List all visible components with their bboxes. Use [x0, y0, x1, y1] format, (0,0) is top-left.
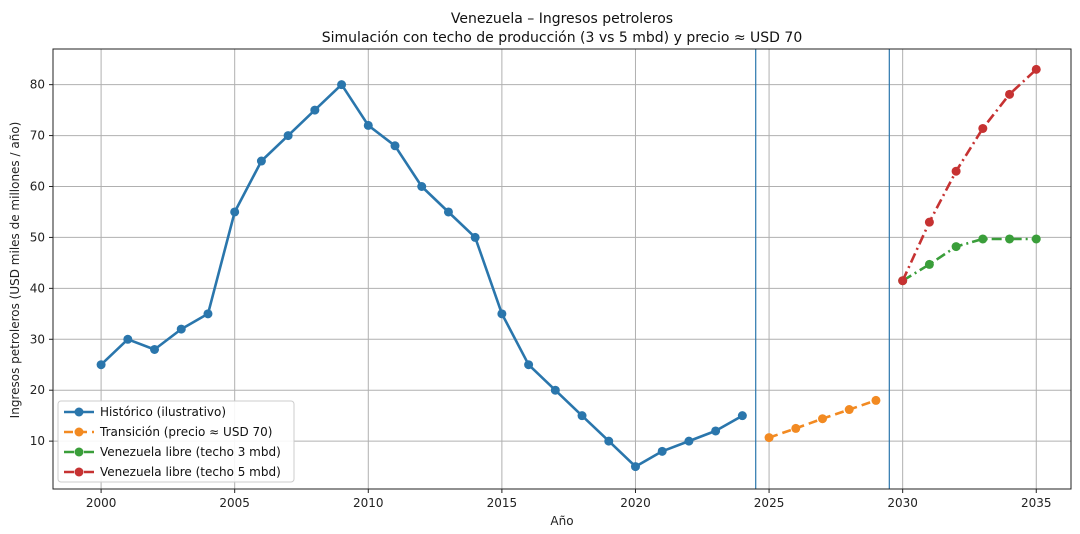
data-point — [150, 344, 160, 354]
legend-box — [57, 400, 295, 483]
data-point — [978, 234, 988, 244]
series-2 — [764, 395, 881, 443]
x-tick-label: 2010 — [353, 496, 384, 510]
y-tick-label: 10 — [30, 434, 45, 448]
series-group — [96, 64, 1041, 472]
data-point — [898, 276, 908, 286]
data-point — [123, 334, 133, 344]
legend-entry-label: Venezuela libre (techo 5 mbd) — [100, 465, 281, 479]
chart-title: Venezuela – Ingresos petroleros — [451, 11, 673, 27]
data-point — [791, 423, 801, 433]
chart-subtitle: Simulación con techo de producción (3 vs… — [322, 30, 802, 46]
data-point — [951, 242, 961, 252]
x-tick-label: 2020 — [620, 496, 651, 510]
data-point — [657, 446, 667, 456]
data-point — [443, 207, 453, 217]
data-point — [176, 324, 186, 334]
data-point — [818, 414, 828, 424]
data-point — [924, 259, 934, 269]
data-point — [96, 360, 106, 370]
data-point — [764, 433, 774, 443]
legend-entry-label: Venezuela libre (techo 3 mbd) — [100, 445, 281, 459]
data-point — [550, 385, 560, 395]
series-4 — [898, 64, 1041, 286]
data-point — [497, 309, 507, 319]
data-point — [978, 123, 988, 133]
y-tick-label: 50 — [30, 230, 45, 244]
series-1 — [96, 80, 747, 472]
x-tick-label: 2000 — [86, 496, 117, 510]
x-axis-ticks: 2000 2005 2010 2015 2020 2025 2030 2035 — [86, 489, 1052, 510]
data-point — [363, 120, 373, 130]
vertical-markers — [755, 49, 890, 489]
x-tick-label: 2030 — [887, 496, 918, 510]
data-point — [604, 436, 614, 446]
legend-swatch-marker — [74, 427, 84, 437]
data-point — [951, 166, 961, 176]
data-point — [310, 105, 320, 115]
data-point — [684, 436, 694, 446]
x-axis-label: Año — [550, 514, 573, 528]
legend-swatch-marker — [74, 467, 84, 477]
data-point — [737, 411, 747, 421]
data-point — [924, 217, 934, 227]
legend-swatch-marker — [74, 447, 84, 457]
data-point — [1031, 234, 1041, 244]
x-tick-label: 2005 — [219, 496, 250, 510]
legend-entry-label: Histórico (ilustrativo) — [100, 405, 226, 419]
legend: Histórico (ilustrativo) Transición (preci… — [57, 400, 295, 483]
data-point — [1005, 89, 1015, 99]
series-line — [901, 68, 1038, 282]
data-point — [230, 207, 240, 217]
y-tick-label: 30 — [30, 332, 45, 346]
y-axis-ticks: 10 20 30 40 50 60 70 80 — [30, 78, 53, 448]
data-point — [844, 405, 854, 415]
data-point — [203, 309, 213, 319]
x-tick-label: 2015 — [487, 496, 518, 510]
data-point — [470, 232, 480, 242]
legend-entry-label: Transición (precio ≈ USD 70) — [99, 425, 272, 439]
x-tick-label: 2025 — [754, 496, 785, 510]
y-tick-label: 20 — [30, 383, 45, 397]
y-tick-label: 80 — [30, 78, 45, 92]
data-point — [256, 156, 266, 166]
plot-frame — [52, 48, 1072, 490]
data-point — [1031, 64, 1041, 74]
data-point — [524, 360, 534, 370]
data-point — [1005, 234, 1015, 244]
data-point — [711, 426, 721, 436]
data-point — [417, 182, 427, 191]
y-tick-label: 70 — [30, 129, 45, 143]
data-point — [337, 80, 347, 90]
data-point — [630, 462, 640, 472]
y-tick-label: 40 — [30, 281, 45, 295]
data-point — [283, 131, 293, 141]
data-point — [871, 395, 881, 405]
data-point — [390, 141, 400, 151]
legend-swatch-marker — [74, 407, 84, 417]
y-axis-label: Ingresos petroleros (USD miles de millon… — [8, 122, 22, 419]
y-tick-label: 60 — [30, 180, 45, 194]
data-point — [577, 411, 587, 421]
x-tick-label: 2035 — [1021, 496, 1052, 510]
